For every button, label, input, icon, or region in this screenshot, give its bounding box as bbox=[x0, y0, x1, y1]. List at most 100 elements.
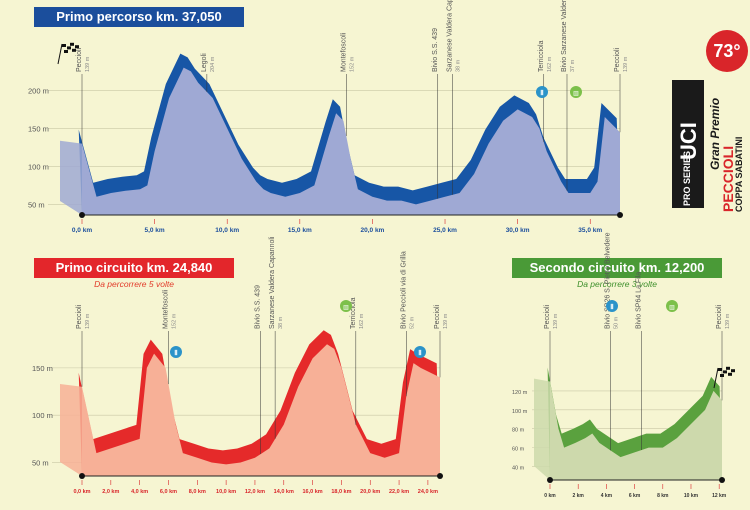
primo-circuito-annotation-altitude: 152 m bbox=[171, 313, 177, 329]
primo-circuito-finish-dot bbox=[437, 473, 443, 479]
primo-percorso-x-tick-label: 20,0 km bbox=[360, 227, 384, 234]
start-flag-icon-pole bbox=[57, 43, 63, 65]
feed-zone-food-icon-glyph: ▥ bbox=[573, 91, 579, 97]
secondo-circuito-y-tick-label: 60 m bbox=[512, 447, 525, 453]
primo-percorso-x-tick-label: 25,0 km bbox=[433, 227, 457, 234]
start-flag-icon-square bbox=[75, 45, 79, 49]
primo-percorso-y-tick-label: 150 m bbox=[28, 124, 49, 133]
primo-circuito-x-tick-label: 18,0 km bbox=[331, 489, 351, 495]
primo-circuito-start-dot bbox=[79, 473, 85, 479]
primo-circuito-annotation-altitude: 52 m bbox=[409, 316, 415, 329]
feed-zone-food-icon-3 bbox=[666, 300, 678, 312]
primo-circuito-profile-front bbox=[82, 344, 440, 476]
primo-percorso-annotation-altitude: 204 m bbox=[210, 56, 216, 72]
feed-zone-drink-icon-2 bbox=[170, 346, 182, 358]
primo-percorso-y-tick-label: 100 m bbox=[28, 162, 49, 171]
subtitle-primo-circuito: Da percorrere 5 volte bbox=[94, 279, 174, 289]
primo-circuito-x-tick-label: 2,0 km bbox=[102, 489, 119, 495]
primo-circuito-y-tick-label: 100 m bbox=[32, 411, 53, 420]
primo-percorso-annotation-altitude: 38 m bbox=[455, 59, 461, 72]
banner-primo-percorso: Primo percorso km. 37,050 bbox=[34, 7, 244, 27]
primo-percorso-annotation-altitude: 139 m bbox=[85, 56, 91, 72]
primo-percorso-x-tick-label: 30,0 km bbox=[506, 227, 530, 234]
primo-circuito-annotation-label: Sarzanese Valdera Capannoli bbox=[269, 236, 276, 329]
secondo-circuito-x-tick-label: 10 km bbox=[684, 493, 699, 499]
secondo-circuito-annotation-altitude: 139 m bbox=[553, 313, 559, 329]
subtitle-secondo-circuito: Da percorrere 3 volte bbox=[577, 279, 657, 289]
primo-circuito-x-tick-label: 8,0 km bbox=[189, 489, 206, 495]
start-flag-icon-square bbox=[67, 46, 71, 50]
secondo-circuito-y-tick-label: 80 m bbox=[512, 428, 525, 434]
feed-zone-food-icon-2-glyph: ▥ bbox=[343, 305, 349, 311]
secondo-circuito-x-tick-label: 12 km bbox=[712, 493, 727, 499]
primo-circuito-annotation-label: Peccioli bbox=[76, 304, 83, 329]
primo-percorso-x-tick-label: 35,0 km bbox=[578, 227, 602, 234]
primo-percorso-profile-front bbox=[82, 67, 620, 215]
secondo-circuito-y-tick-label: 40 m bbox=[512, 466, 525, 472]
primo-circuito-annotation-label: Peccioli bbox=[434, 304, 441, 329]
secondo-circuito-annotation-label: Bivio SP64 La Fila bbox=[636, 272, 643, 329]
feed-zone-drink-icon-4-glyph: Ⅱ bbox=[610, 303, 613, 311]
primo-circuito-annotation-altitude: 139 m bbox=[443, 313, 449, 329]
secondo-circuito-profile-side bbox=[534, 378, 550, 480]
primo-circuito-x-tick-label: 6,0 km bbox=[160, 489, 177, 495]
secondo-circuito-annotation-label: Peccioli bbox=[716, 304, 723, 329]
primo-circuito-x-tick-label: 16,0 km bbox=[303, 489, 323, 495]
primo-percorso-y-tick-label: 50 m bbox=[28, 200, 45, 209]
primo-circuito-x-tick-label: 0,0 km bbox=[73, 489, 90, 495]
feed-zone-drink-icon-2-glyph: Ⅱ bbox=[174, 349, 177, 357]
primo-circuito-annotation-altitude: 38 m bbox=[278, 316, 284, 329]
feed-zone-food-icon-3-glyph: ▥ bbox=[669, 305, 675, 311]
primo-percorso-annotation-altitude: 37 m bbox=[570, 59, 576, 72]
primo-circuito-annotation-label: Bivio Peccioli via di Grilla bbox=[400, 251, 407, 329]
feed-zone-drink-icon-3 bbox=[414, 346, 426, 358]
banner-secondo-circuito: Secondo circuito km. 12,200 bbox=[512, 258, 722, 278]
secondo-circuito-x-tick-label: 8 km bbox=[657, 493, 669, 499]
finish-flag-icon-square bbox=[718, 368, 722, 371]
primo-percorso-annotation-label: Bivio Sarzanese Valdera bbox=[561, 0, 568, 72]
primo-circuito-x-tick-label: 10,0 km bbox=[216, 489, 236, 495]
primo-percorso-start-dot bbox=[79, 212, 85, 218]
secondo-circuito-x-tick-label: 4 km bbox=[601, 493, 613, 499]
finish-flag-icon-square bbox=[720, 374, 724, 377]
primo-circuito-x-tick-label: 4,0 km bbox=[131, 489, 148, 495]
primo-circuito-annotation-label: Bivio S.S. 439 bbox=[255, 285, 262, 329]
primo-circuito-y-tick-label: 150 m bbox=[32, 364, 53, 373]
primo-percorso-annotation-label: Peccioli bbox=[76, 47, 83, 72]
primo-percorso-x-tick-label: 0,0 km bbox=[72, 227, 92, 234]
primo-percorso-finish-dot bbox=[617, 212, 623, 218]
primo-percorso-x-tick-label: 15,0 km bbox=[288, 227, 312, 234]
start-flag-icon-square bbox=[72, 48, 76, 52]
banner-primo-circuito: Primo circuito km. 24,840 bbox=[34, 258, 234, 278]
finish-flag-icon-square bbox=[723, 370, 727, 374]
secondo-circuito-finish-dot bbox=[719, 477, 725, 483]
primo-percorso-x-tick-label: 10,0 km bbox=[215, 227, 239, 234]
feed-zone-drink-icon-3-glyph: Ⅱ bbox=[418, 349, 421, 357]
primo-circuito-x-tick-label: 14,0 km bbox=[274, 489, 294, 495]
secondo-circuito-x-tick-label: 0 km bbox=[544, 493, 556, 499]
secondo-circuito-x-tick-label: 6 km bbox=[629, 493, 641, 499]
feed-zone-food-icon bbox=[570, 86, 582, 98]
primo-percorso-annotation-label: Bivio S.S. 439 bbox=[432, 28, 439, 72]
primo-percorso-annotation-label: Peccioli bbox=[614, 47, 621, 72]
feed-zone-food-icon-2 bbox=[340, 300, 352, 312]
secondo-circuito-y-tick-label: 100 m bbox=[512, 409, 528, 415]
primo-percorso-y-tick-label: 200 m bbox=[28, 86, 49, 95]
feed-zone-drink-icon bbox=[536, 86, 548, 98]
finish-flag-icon-square bbox=[726, 366, 730, 370]
start-flag-icon-square bbox=[62, 44, 66, 47]
primo-circuito-annotation-altitude: 162 m bbox=[359, 313, 365, 329]
feed-zone-drink-icon-4 bbox=[606, 300, 618, 312]
finish-flag-icon-pole bbox=[713, 367, 719, 389]
finish-flag-icon-square bbox=[731, 369, 735, 373]
secondo-circuito-y-tick-label: 120 m bbox=[512, 390, 528, 396]
primo-percorso-annotation-label: Legoli bbox=[201, 53, 208, 72]
secondo-circuito-x-tick-label: 2 km bbox=[572, 493, 584, 499]
primo-circuito-x-tick-label: 24,0 km bbox=[418, 489, 438, 495]
start-flag-icon-square bbox=[70, 42, 74, 46]
edition-badge: 73° bbox=[706, 30, 748, 72]
primo-circuito-annotation-altitude: 139 m bbox=[85, 313, 91, 329]
uci-pro-series-logo: UCI PRO SERIES bbox=[672, 80, 704, 208]
primo-circuito-annotation-label: Montefoscoli bbox=[162, 289, 169, 329]
